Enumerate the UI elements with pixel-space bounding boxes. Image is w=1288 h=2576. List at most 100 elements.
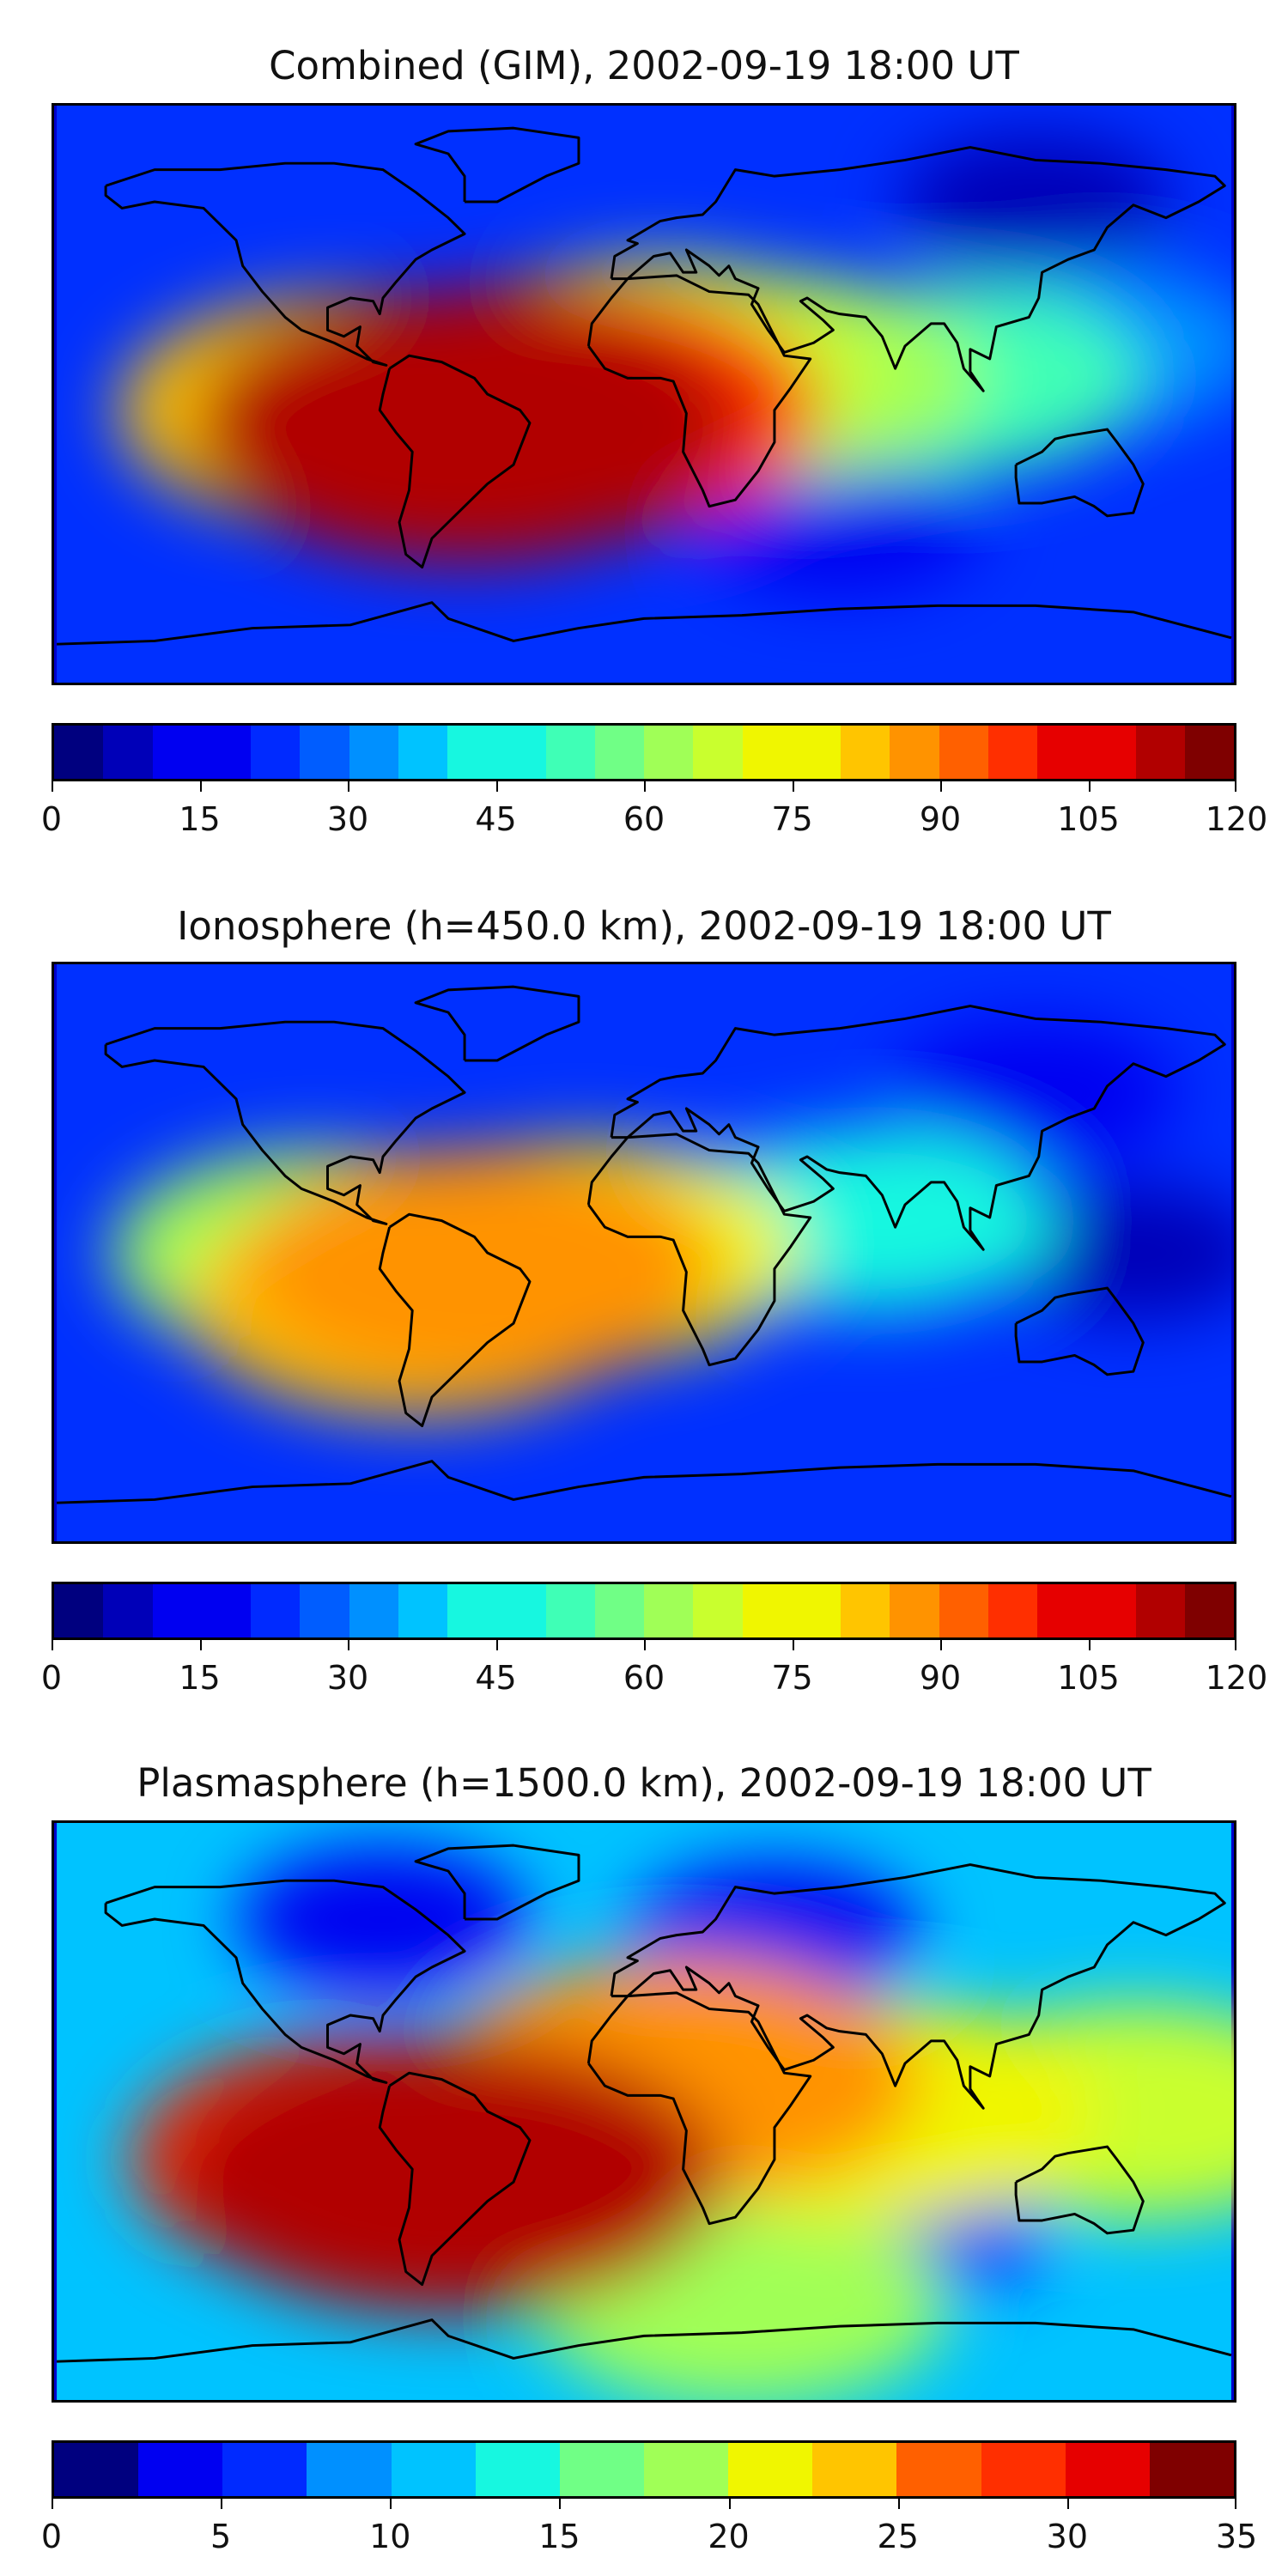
coastline (586, 274, 812, 508)
panel-2-colorbar (52, 1582, 1236, 1640)
panel-2-map (52, 962, 1236, 1544)
value-field (118, 133, 1234, 594)
colorbar-cell (939, 726, 988, 779)
coastline (414, 985, 580, 1062)
colorbar-cell (300, 1584, 349, 1637)
coastline (610, 1005, 1226, 1251)
colorbar-tick-mark (792, 781, 794, 792)
colorbar-tick-mark (792, 1640, 794, 1650)
colorbar-tick-label: 60 (623, 1659, 665, 1697)
colorbar-cell (987, 726, 1037, 779)
colorbar-tick-label: 25 (877, 2518, 919, 2555)
colorbar-tick-mark (348, 1640, 349, 1650)
colorbar-cell (728, 2443, 813, 2496)
colorbar-cell (1184, 1584, 1234, 1637)
colorbar-cell (398, 1584, 447, 1637)
colorbar-cell (644, 1584, 694, 1637)
colorbar-tick-mark (644, 781, 646, 792)
colorbar-cell (447, 726, 497, 779)
panel-3-heatmap (57, 1823, 1234, 2400)
colorbar-cell (201, 726, 251, 779)
colorbar-cell (103, 1584, 153, 1637)
colorbar-cell (742, 1584, 792, 1637)
colorbar-tick-label: 90 (919, 1659, 962, 1697)
colorbar-cell (939, 1584, 988, 1637)
colorbar-cell (981, 2443, 1066, 2496)
colorbar-cell (1037, 726, 1087, 779)
colorbar-tick-label: 105 (1057, 800, 1120, 838)
colorbar-tick-mark (728, 2499, 731, 2509)
colorbar-cell (594, 726, 644, 779)
colorbar-tick-label: 75 (771, 1659, 813, 1697)
colorbar-tick-label: 15 (179, 1659, 221, 1697)
colorbar-tick-label: 45 (475, 800, 517, 838)
colorbar-cell (693, 726, 743, 779)
panel-3-title: Plasmasphere (h=1500.0 km), 2002-09-19 1… (137, 1760, 1151, 1806)
value-blob (242, 1149, 720, 1388)
coastline (1014, 2145, 1145, 2235)
colorbar-cell (251, 1584, 301, 1637)
colorbar-cell (475, 2443, 560, 2496)
colorbar-cell (54, 2443, 139, 2496)
colorbar-tick-label: 30 (326, 1659, 369, 1697)
coastline (414, 126, 580, 204)
coastline (586, 1991, 812, 2226)
colorbar-cell (391, 2443, 476, 2496)
colorbar-tick-label: 0 (40, 2518, 63, 2555)
colorbar-cell (1184, 726, 1234, 779)
coastline (104, 161, 466, 367)
coastline (414, 1844, 580, 1921)
colorbar-tick-mark (559, 2499, 562, 2509)
colorbar-cell (222, 2443, 307, 2496)
value-blob (892, 1021, 1179, 1164)
colorbar-cell (54, 1584, 104, 1637)
colorbar-cell (496, 726, 546, 779)
colorbar-cell (1135, 726, 1185, 779)
colorbar-tick-mark (1066, 2499, 1069, 2509)
coastline (610, 146, 1226, 392)
panel-2-colorbar-ticks: 0 15 30 45 60 75 90 105 120 (41, 1640, 1267, 1697)
colorbar-cell (1086, 726, 1136, 779)
coastline (378, 2071, 532, 2287)
colorbar-tick-label: 120 (1205, 1659, 1268, 1697)
coastline (378, 354, 532, 569)
colorbar-cell (152, 1584, 202, 1637)
panel-3-colorbar-ticks: 0 5 10 15 20 25 30 35 (41, 2499, 1257, 2555)
coastline (1014, 1286, 1145, 1376)
colorbar-cell (693, 1584, 743, 1637)
colorbar-cell (349, 1584, 398, 1637)
colorbar-tick-mark (495, 1640, 498, 1650)
colorbar-tick-label: 90 (919, 800, 962, 838)
colorbar-tick-label: 5 (210, 2518, 232, 2555)
colorbar-tick-label: 105 (1057, 1659, 1120, 1697)
colorbar-cell (496, 1584, 546, 1637)
colorbar-tick-label: 45 (475, 1659, 517, 1697)
colorbar-tick-label: 35 (1215, 2518, 1258, 2555)
colorbar-tick-mark (199, 781, 202, 792)
colorbar-cell (545, 726, 595, 779)
colorbar-cell (300, 726, 349, 779)
value-field (111, 1021, 1234, 1416)
colorbar-tick-mark (1088, 781, 1091, 792)
colorbar-cell (447, 1584, 497, 1637)
colorbar-tick-label: 15 (538, 2518, 580, 2555)
colorbar-cell (812, 2443, 897, 2496)
colorbar-tick-label: 60 (623, 800, 665, 838)
colorbar-tick-mark (199, 1640, 202, 1650)
coastline (378, 1212, 532, 1428)
value-blob (171, 2037, 726, 2314)
colorbar-tick-label: 30 (326, 800, 369, 838)
panel-1-colorbar (52, 723, 1236, 781)
colorbar-cell (987, 1584, 1037, 1637)
colorbar-cell (896, 2443, 981, 2496)
colorbar-cell (1135, 1584, 1185, 1637)
colorbar-tick-mark (52, 2499, 53, 2509)
colorbar-cell (307, 2443, 392, 2496)
colorbar-tick-label: 75 (771, 800, 813, 838)
colorbar-cell (251, 726, 301, 779)
colorbar-tick-mark (390, 2499, 392, 2509)
colorbar-tick-label: 20 (708, 2518, 750, 2555)
colorbar-cell (791, 726, 841, 779)
colorbar-cell (643, 2443, 729, 2496)
colorbar-cell (890, 1584, 939, 1637)
